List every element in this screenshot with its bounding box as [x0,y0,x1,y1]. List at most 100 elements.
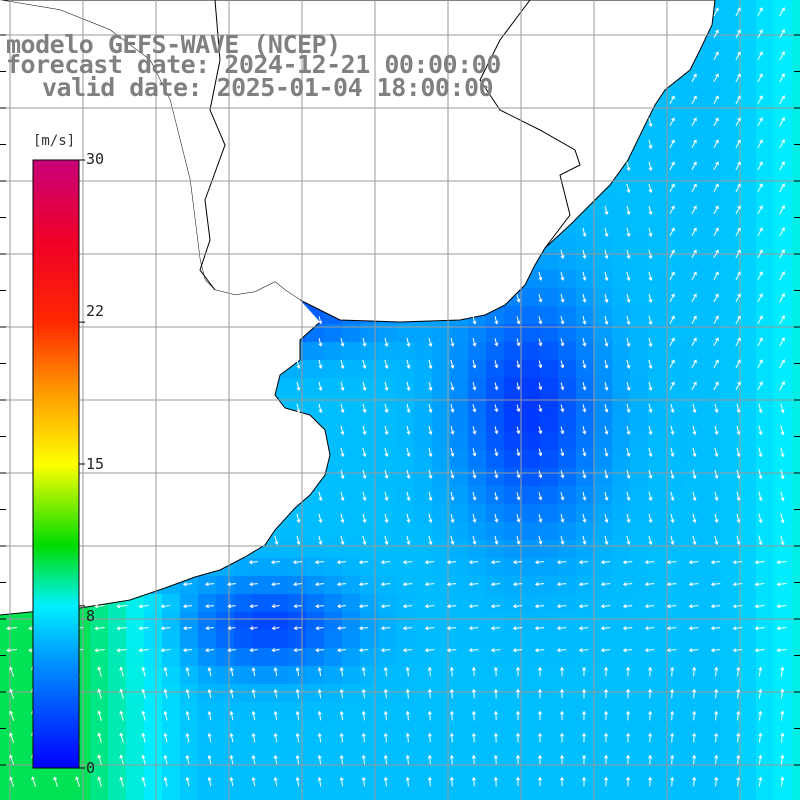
wind-arrow [758,776,763,787]
wind-arrow [516,426,521,435]
wind-arrow [757,7,763,17]
wind-arrow [582,535,587,545]
wind-arrow [692,688,697,699]
wind-arrow [141,776,146,787]
wind-arrow [273,667,278,677]
wind-arrow [427,754,432,765]
wind-arrow [340,337,345,347]
wind-arrow [714,491,719,502]
wind-arrow [735,183,741,193]
colorbar-unit: [m/s] [33,133,76,149]
wind-arrow [471,732,476,743]
wind-arrow [384,535,389,546]
wind-arrow [669,161,675,171]
wind-arrow [604,425,609,435]
wind-arrow [512,582,523,587]
wind-arrow [339,666,344,677]
wind-arrow [494,448,499,457]
wind-arrow [626,183,631,194]
wind-arrow [141,688,146,699]
wind-arrow [666,560,677,565]
wind-arrow [450,381,455,391]
wind-arrow [560,404,565,413]
wind-arrow [362,425,367,436]
wind-arrow [736,666,741,677]
wind-arrow [669,271,675,281]
wind-arrow [516,316,521,325]
wind-arrow [626,161,631,172]
wind-arrow [515,666,520,677]
wind-arrow [669,227,675,237]
wind-arrow [732,582,743,587]
wind-arrow [163,688,168,699]
wind-arrow [560,448,565,457]
wind-arrow [273,732,278,743]
wind-arrow [512,648,523,653]
wind-arrow [648,535,653,546]
wind-arrow [713,205,719,215]
wind-arrow [538,294,543,303]
wind-arrow [318,316,323,325]
wind-arrow [779,315,785,325]
wind-arrow [384,491,389,502]
wind-arrow [779,293,785,303]
wind-arrow [780,469,785,480]
wind-arrow [337,648,347,653]
wind-arrow [296,513,301,524]
wind-arrow [735,205,741,215]
wind-arrow [626,513,631,524]
wind-arrow [472,535,477,545]
wind-arrow [450,535,455,545]
wind-arrow [538,426,543,435]
wind-arrow [644,604,655,609]
wind-arrow [713,51,719,61]
wind-arrow [736,710,741,721]
wind-arrow [779,95,785,105]
wind-arrow [340,381,345,392]
wind-arrow [185,776,190,787]
wind-arrow [315,604,324,609]
wind-arrow [6,648,18,653]
wind-arrow [493,754,498,765]
wind-arrow [273,710,278,721]
wind-arrow [362,447,367,458]
colorbar-tick-0: 0 [86,759,96,777]
wind-arrow [779,249,785,259]
wind-arrow [626,381,631,391]
model-title: modelo GEFS-WAVE (NCEP) [6,30,341,59]
wind-arrow [227,582,237,587]
wind-arrow [780,447,785,458]
wind-arrow [292,560,303,565]
wind-arrow [362,513,367,524]
wind-arrow [669,315,675,325]
wind-arrow [362,403,367,414]
wind-arrow [691,161,697,171]
wind-arrow [691,73,697,83]
wind-arrow [340,469,345,480]
wind-arrow [97,666,102,677]
wind-arrow [670,688,675,699]
wind-arrow [406,513,411,524]
wind-arrow [427,732,432,743]
wind-arrow [293,604,302,609]
wind-arrow [560,514,565,523]
wind-arrow [97,732,102,743]
wind-arrow [97,710,102,721]
wind-arrow [9,732,15,743]
wind-arrow [494,492,499,501]
wind-arrow [735,315,741,325]
wind-arrow [494,470,499,479]
wind-arrow [538,448,543,457]
wind-arrow [670,535,675,546]
wind-arrow [758,710,763,721]
wind-arrow [339,688,344,699]
wind-arrow [293,626,302,631]
wind-arrow [578,648,589,653]
wind-arrow [138,604,149,609]
wind-arrow [207,754,212,765]
wind-arrow [758,666,763,677]
wind-arrow [757,359,763,369]
wind-arrow [604,535,609,545]
wind-arrow [669,139,675,149]
wind-arrow [626,403,631,413]
